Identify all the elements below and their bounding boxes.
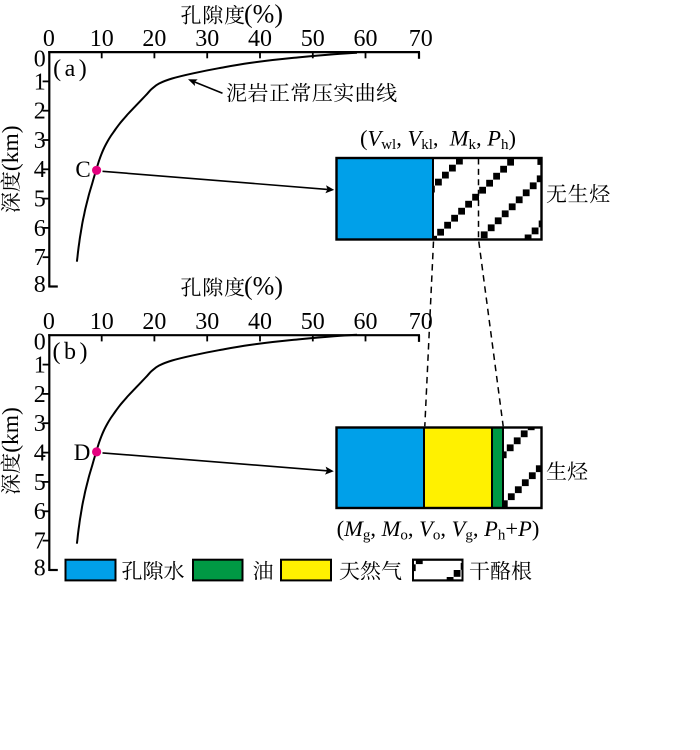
svg-text:2: 2 xyxy=(34,99,46,125)
svg-text:(%): (%) xyxy=(244,0,283,28)
svg-text:10: 10 xyxy=(90,26,114,52)
svg-text:D: D xyxy=(74,440,91,465)
svg-text:50: 50 xyxy=(301,26,325,52)
svg-text:2: 2 xyxy=(34,382,46,408)
svg-text:30: 30 xyxy=(195,26,219,52)
svg-text:7: 7 xyxy=(34,529,46,555)
svg-text:3: 3 xyxy=(34,128,46,154)
svg-text:(%): (%) xyxy=(244,272,283,301)
svg-text:60: 60 xyxy=(354,309,378,335)
svg-text:10: 10 xyxy=(90,309,114,335)
svg-text:1: 1 xyxy=(34,353,46,379)
svg-text:(Mg​, Mo​, Vo​, Vg​, Ph​+P): (Mg​, Mo​, Vo​, Vg​, Ph​+P) xyxy=(337,516,540,543)
svg-text:20: 20 xyxy=(142,26,166,52)
svg-text:0: 0 xyxy=(43,26,55,52)
svg-text:70: 70 xyxy=(409,26,433,52)
svg-text:(a): (a) xyxy=(53,56,90,82)
svg-text:(b): (b) xyxy=(52,339,90,365)
svg-text:5: 5 xyxy=(34,187,46,213)
svg-text:6: 6 xyxy=(34,216,46,242)
svg-text:5: 5 xyxy=(34,470,46,496)
svg-text:0: 0 xyxy=(43,309,55,335)
svg-text:1: 1 xyxy=(34,69,46,95)
svg-text:40: 40 xyxy=(248,309,272,335)
svg-text:50: 50 xyxy=(301,309,325,335)
svg-text:(km): (km) xyxy=(0,407,24,453)
svg-text:20: 20 xyxy=(142,309,166,335)
svg-text:8: 8 xyxy=(34,272,46,298)
svg-text:3: 3 xyxy=(34,411,46,437)
svg-text:7: 7 xyxy=(34,245,46,271)
svg-text:4: 4 xyxy=(34,157,46,183)
svg-text:70: 70 xyxy=(409,309,433,335)
svg-text:0: 0 xyxy=(34,330,46,356)
svg-text:30: 30 xyxy=(195,309,219,335)
svg-text:6: 6 xyxy=(34,499,46,525)
svg-text:4: 4 xyxy=(34,441,46,467)
svg-text:40: 40 xyxy=(248,26,272,52)
svg-text:C: C xyxy=(75,157,90,182)
svg-text:8: 8 xyxy=(34,556,46,582)
svg-text:(km): (km) xyxy=(0,125,24,171)
svg-text:0: 0 xyxy=(34,47,46,73)
svg-text:60: 60 xyxy=(354,26,378,52)
svg-text:(Vwl​, Vkl​, Mk​, Ph​): (Vwl​, Vkl​, Mk​, Ph​) xyxy=(360,126,516,153)
